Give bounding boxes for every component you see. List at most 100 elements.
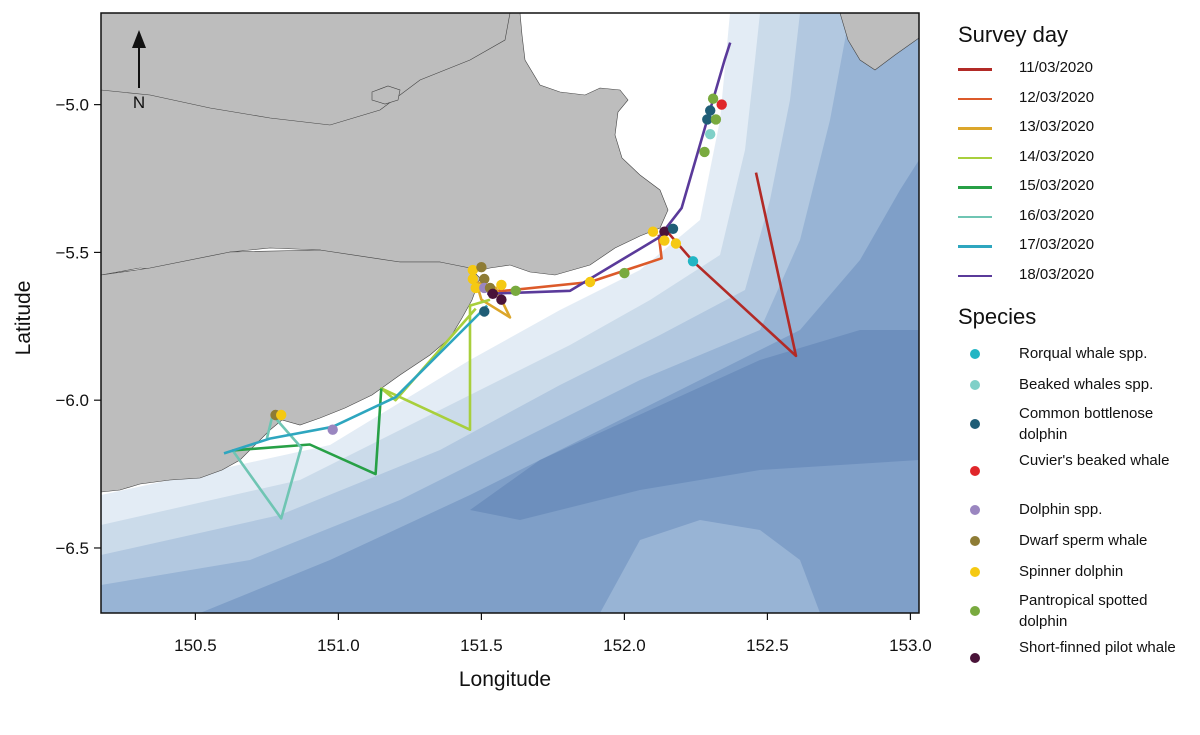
x-tick-label: 151.0 — [317, 636, 360, 655]
survey-track-11-03-2020 — [666, 172, 798, 358]
survey-track-16-03-2020 — [231, 413, 303, 520]
north-arrow: N — [132, 30, 146, 112]
species-swatch — [970, 605, 980, 616]
species-label: Pantropical spotted dolphin — [1019, 592, 1148, 630]
survey-day-legend-item: 13/03/2020 — [958, 115, 1194, 145]
survey-day-swatch — [958, 274, 992, 277]
sighting-point — [470, 282, 481, 294]
map-axes: 150.5 151.0 151.5 152.0 152.5 153.0 −5.0 −5.5 −6… — [55, 96, 931, 655]
survey-day-label: 17/03/2020 — [1019, 236, 1095, 253]
sighting-point — [705, 129, 716, 140]
sighting-point — [510, 285, 521, 296]
survey-day-swatch — [958, 68, 992, 71]
new-ireland-land — [839, 13, 919, 71]
species-swatch — [970, 535, 980, 546]
y-tick-label: −5.5 — [55, 243, 89, 262]
legend: Survey day 11/03/2020 12/03/2020 13/03/202… — [958, 20, 1194, 681]
new-britain-south-land — [101, 249, 481, 493]
species-legend-item: Cuvier's beaked whale — [958, 447, 1194, 494]
survey-day-legend: 11/03/2020 12/03/2020 13/03/2020 14/03/2020… — [958, 56, 1194, 292]
species-swatch — [970, 379, 980, 390]
species-legend-item: Beaked whales spp. — [958, 369, 1194, 400]
bathymetry-band-7 — [600, 520, 820, 613]
sighting-point — [699, 146, 710, 158]
sighting-point — [670, 238, 682, 249]
sighting-point — [710, 114, 722, 125]
survey-track-15-03-2020 — [232, 388, 383, 476]
species-legend-item: Short-finned pilot whale — [958, 634, 1194, 681]
species-sightings — [270, 93, 727, 435]
survey-day-swatch — [958, 245, 992, 248]
species-legend-item: Common bottlenose dolphin — [958, 400, 1194, 447]
survey-day-legend-item: 14/03/2020 — [958, 145, 1194, 175]
sighting-point — [667, 223, 679, 234]
sighting-point — [687, 256, 699, 267]
sighting-point — [327, 424, 338, 435]
survey-day-label: 13/03/2020 — [1019, 118, 1095, 135]
species-swatch — [970, 465, 980, 476]
species-label: Cuvier's beaked whale — [1019, 452, 1170, 469]
y-tick-label: −5.0 — [55, 96, 89, 115]
north-arrow-label: N — [133, 93, 145, 112]
x-axis-title: Longitude — [459, 668, 551, 691]
survey-day-swatch — [958, 97, 992, 100]
survey-day-legend-item: 12/03/2020 — [958, 86, 1194, 116]
sighting-point — [584, 276, 596, 288]
species-swatch — [970, 418, 980, 429]
species-swatch — [970, 566, 980, 577]
bathymetry-band-5 — [200, 160, 919, 613]
sighting-point — [707, 93, 719, 104]
sighting-point — [476, 262, 487, 273]
species-legend: Rorqual whale spp. Beaked whales spp. Comm… — [958, 338, 1194, 681]
x-tick-label: 152.5 — [746, 636, 789, 655]
map-panel: N — [101, 13, 919, 613]
small-island — [371, 85, 401, 105]
survey-day-swatch — [958, 156, 992, 159]
species-label: Beaked whales spp. — [1019, 376, 1154, 393]
plot-frame — [100, 12, 920, 614]
x-tick-label: 152.0 — [603, 636, 646, 655]
x-tick-label: 150.5 — [174, 636, 217, 655]
survey-day-legend-item: 17/03/2020 — [958, 233, 1194, 263]
north-peninsula-land — [101, 13, 511, 126]
sighting-point — [659, 235, 670, 246]
survey-day-label: 18/03/2020 — [1019, 265, 1095, 283]
sighting-point — [496, 279, 507, 291]
species-legend-title: Species — [958, 304, 1037, 329]
species-label: Common bottlenose dolphin — [1019, 405, 1154, 443]
survey-day-legend-item: 11/03/2020 — [958, 56, 1194, 86]
species-legend-item: Pantropical spotted dolphin — [958, 587, 1194, 634]
bathymetry-band-6 — [470, 330, 919, 520]
sighting-point — [467, 273, 478, 285]
sighting-point — [479, 273, 490, 285]
survey-day-label: 11/03/2020 — [1019, 59, 1093, 76]
sighting-point — [659, 226, 670, 237]
sighting-point — [467, 264, 478, 276]
sighting-point — [479, 306, 490, 317]
y-axis-title: Latitude — [12, 281, 35, 356]
sighting-point — [716, 99, 727, 110]
species-label: Short-finned pilot whale — [1019, 639, 1176, 656]
survey-track-18-03-2020 — [487, 42, 732, 296]
survey-day-label: 16/03/2020 — [1019, 206, 1095, 224]
sighting-point — [647, 226, 659, 237]
survey-day-legend-item: 18/03/2020 — [958, 263, 1194, 293]
y-tick-label: −6.5 — [55, 539, 89, 558]
sighting-point — [496, 294, 507, 305]
species-legend-item: Dwarf sperm whale — [958, 525, 1194, 556]
survey-day-legend-item: 16/03/2020 — [958, 204, 1194, 234]
species-label: Spinner dolphin — [1019, 563, 1124, 580]
survey-day-legend-title: Survey day — [958, 22, 1069, 47]
species-swatch — [970, 504, 980, 515]
sighting-point — [705, 105, 716, 116]
species-label: Dwarf sperm whale — [1019, 532, 1148, 549]
survey-day-label: 12/03/2020 — [1019, 88, 1095, 106]
survey-day-swatch — [958, 127, 992, 130]
sighting-point — [702, 114, 713, 125]
survey-day-label: 15/03/2020 — [1019, 177, 1095, 194]
y-tick-label: −6.0 — [55, 391, 89, 410]
sighting-point — [619, 267, 630, 279]
species-legend-item: Rorqual whale spp. — [958, 338, 1194, 369]
species-swatch — [970, 348, 980, 359]
